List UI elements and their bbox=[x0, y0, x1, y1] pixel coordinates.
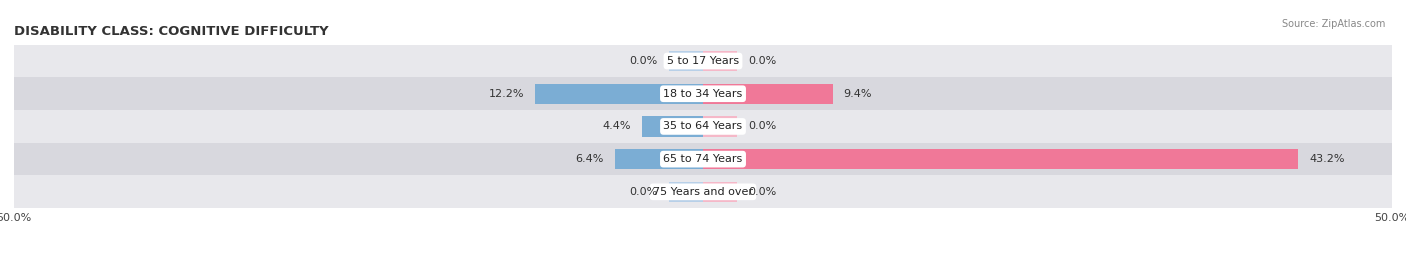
Text: 0.0%: 0.0% bbox=[630, 56, 658, 66]
Bar bbox=[703, 84, 832, 104]
Bar bbox=[14, 77, 1392, 110]
Text: 4.4%: 4.4% bbox=[603, 121, 631, 132]
Text: 6.4%: 6.4% bbox=[575, 154, 603, 164]
Bar bbox=[703, 116, 738, 137]
Bar bbox=[14, 110, 1392, 143]
Text: 18 to 34 Years: 18 to 34 Years bbox=[664, 89, 742, 99]
Text: 0.0%: 0.0% bbox=[748, 56, 776, 66]
Text: 0.0%: 0.0% bbox=[748, 121, 776, 132]
Bar bbox=[669, 182, 703, 202]
Text: 65 to 74 Years: 65 to 74 Years bbox=[664, 154, 742, 164]
Text: 9.4%: 9.4% bbox=[844, 89, 872, 99]
Text: 35 to 64 Years: 35 to 64 Years bbox=[664, 121, 742, 132]
Text: 0.0%: 0.0% bbox=[748, 187, 776, 197]
Text: 43.2%: 43.2% bbox=[1309, 154, 1344, 164]
Text: 0.0%: 0.0% bbox=[630, 187, 658, 197]
Bar bbox=[614, 149, 703, 169]
Text: 75 Years and over: 75 Years and over bbox=[652, 187, 754, 197]
Text: DISABILITY CLASS: COGNITIVE DIFFICULTY: DISABILITY CLASS: COGNITIVE DIFFICULTY bbox=[14, 25, 329, 38]
Bar bbox=[534, 84, 703, 104]
Bar bbox=[669, 51, 703, 71]
Bar bbox=[14, 45, 1392, 77]
Text: Source: ZipAtlas.com: Source: ZipAtlas.com bbox=[1281, 19, 1385, 29]
Bar bbox=[703, 149, 1298, 169]
Text: 12.2%: 12.2% bbox=[488, 89, 524, 99]
Bar bbox=[14, 175, 1392, 208]
Bar bbox=[14, 143, 1392, 175]
Text: 5 to 17 Years: 5 to 17 Years bbox=[666, 56, 740, 66]
Bar bbox=[643, 116, 703, 137]
Bar bbox=[703, 51, 738, 71]
Bar bbox=[703, 182, 738, 202]
